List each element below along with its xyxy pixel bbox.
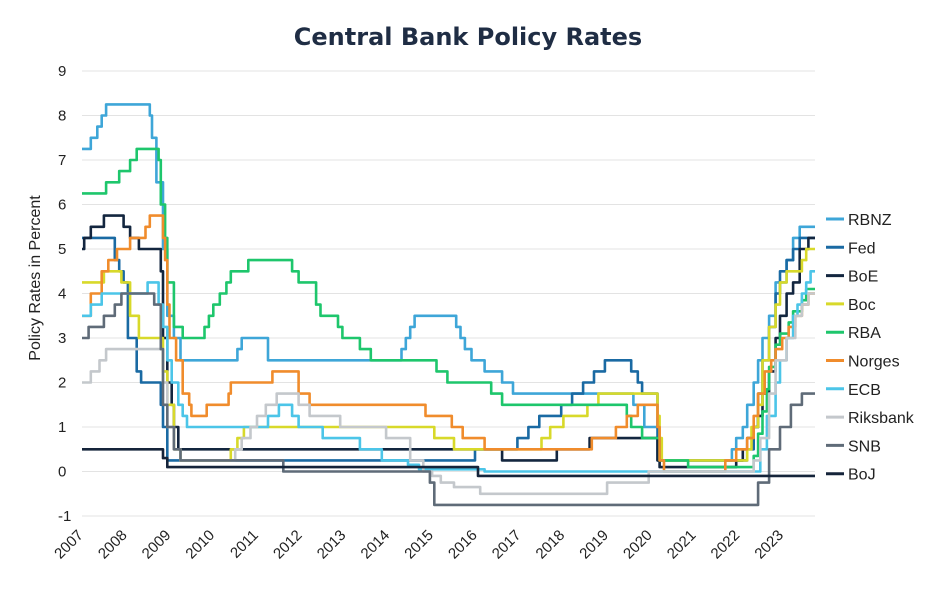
- chart-title: Central Bank Policy Rates: [294, 23, 642, 51]
- x-tick-label: 2023: [751, 527, 787, 563]
- legend-label: Norges: [848, 354, 900, 371]
- legend-label: RBA: [848, 325, 881, 342]
- x-tick-label: 2014: [358, 527, 394, 563]
- y-axis-ticks: -1 0 1 2 3 4 5 6 7 8 9: [58, 63, 71, 525]
- y-tick-label: 5: [58, 241, 66, 258]
- legend-label: BoE: [848, 269, 878, 286]
- y-tick-label: 4: [58, 286, 66, 303]
- series-line-rba: [82, 147, 815, 469]
- series-line-boe: [82, 214, 815, 469]
- series-line-boc: [82, 247, 815, 462]
- legend-label: ECB: [848, 382, 881, 399]
- y-tick-label: 9: [58, 63, 66, 80]
- series-lines: [82, 103, 815, 507]
- legend-label: Boc: [848, 297, 876, 314]
- y-tick-label: 0: [58, 464, 66, 481]
- legend-label: BoJ: [848, 467, 876, 484]
- x-tick-label: 2018: [533, 527, 569, 563]
- legend-item-norges: Norges: [826, 354, 900, 371]
- x-tick-label: 2022: [708, 527, 744, 563]
- legend-item-fed: Fed: [826, 240, 876, 257]
- legend-item-rba: RBA: [826, 325, 881, 342]
- legend-item-boc: Boc: [826, 297, 876, 314]
- legend-item-rbnz: RBNZ: [826, 212, 892, 229]
- x-tick-label: 2009: [139, 527, 175, 563]
- legend-label: Fed: [848, 240, 876, 257]
- y-tick-label: 8: [58, 108, 66, 125]
- x-tick-label: 2012: [270, 527, 306, 563]
- legend-item-boe: BoE: [826, 269, 878, 286]
- legend-label: Riksbank: [848, 410, 915, 427]
- x-tick-label: 2019: [576, 527, 612, 563]
- x-axis-ticks: 2007 2008 2009 2010 2011 2012 2013 2014 2015 2016…: [51, 527, 787, 563]
- legend-label: SNB: [848, 438, 881, 455]
- y-axis-label: Policy Rates in Percent: [27, 195, 44, 361]
- series-line-norges: [82, 214, 815, 473]
- legend-item-snb: SNB: [826, 438, 881, 455]
- x-tick-label: 2015: [401, 527, 437, 563]
- y-tick-label: 6: [58, 197, 66, 214]
- series-line-rbnz: [82, 103, 815, 462]
- x-tick-label: 2017: [489, 527, 525, 563]
- x-tick-label: 2011: [227, 527, 262, 562]
- x-tick-label: 2013: [314, 527, 350, 563]
- legend: RBNZ Fed BoE Boc RBA Norges ECB Riksbank SNB BoJ: [826, 212, 915, 484]
- x-tick-label: 2010: [182, 527, 218, 563]
- y-tick-label: 1: [58, 419, 66, 436]
- x-tick-label: 2008: [95, 527, 131, 563]
- legend-label: RBNZ: [848, 212, 892, 229]
- y-tick-label: 3: [58, 330, 66, 347]
- series-line-boj: [82, 448, 815, 478]
- x-tick-label: 2020: [620, 527, 656, 563]
- legend-item-ecb: ECB: [826, 382, 881, 399]
- series-line-riksbank: [82, 292, 815, 496]
- legend-item-riksbank: Riksbank: [826, 410, 915, 427]
- x-tick-label: 2007: [51, 527, 87, 563]
- legend-item-boj: BoJ: [826, 467, 876, 484]
- y-tick-label: 7: [58, 152, 66, 169]
- y-tick-label: -1: [58, 508, 71, 525]
- series-line-snb: [82, 292, 815, 507]
- x-tick-label: 2021: [664, 527, 700, 563]
- x-tick-label: 2016: [445, 527, 481, 563]
- y-tick-label: 2: [58, 375, 66, 392]
